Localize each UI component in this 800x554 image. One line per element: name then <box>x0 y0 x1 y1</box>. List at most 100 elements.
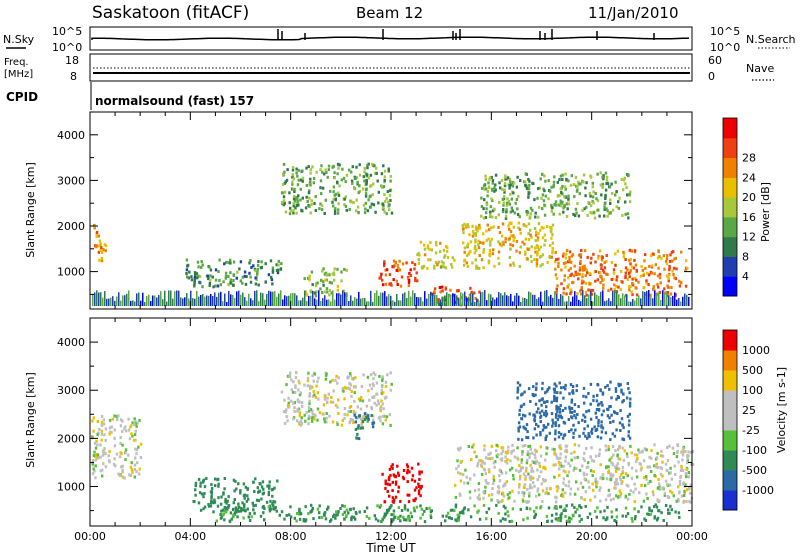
data-cell <box>434 251 438 255</box>
data-cell <box>618 444 621 448</box>
data-cell <box>380 185 384 189</box>
data-cell <box>473 504 476 508</box>
data-cell <box>468 251 471 255</box>
data-cell <box>578 253 581 257</box>
data-cell <box>515 249 518 253</box>
data-cell <box>211 275 214 279</box>
data-cell <box>483 187 486 191</box>
near-range-cell <box>216 296 218 306</box>
near-range-cell <box>336 293 338 306</box>
data-cell <box>572 391 575 395</box>
data-cell <box>305 411 308 415</box>
data-cell <box>535 264 539 268</box>
data-cell <box>517 226 520 230</box>
data-cell <box>360 421 363 425</box>
data-cell <box>479 241 482 244</box>
data-cell <box>538 247 541 251</box>
data-cell <box>516 388 520 392</box>
data-cell <box>625 396 629 400</box>
data-cell <box>525 423 529 427</box>
data-cell <box>581 279 584 283</box>
data-cell <box>546 520 549 523</box>
near-range-cell <box>158 295 160 306</box>
data-cell <box>96 453 100 457</box>
data-cell <box>652 505 656 509</box>
data-cell <box>367 176 371 180</box>
data-cell <box>429 258 432 262</box>
data-cell <box>621 480 624 484</box>
near-range-cell <box>148 294 150 306</box>
data-cell <box>610 182 613 186</box>
data-cell <box>282 172 285 176</box>
data-cell <box>510 221 513 225</box>
data-cell <box>533 427 537 431</box>
data-cell <box>648 506 651 510</box>
data-cell <box>610 515 614 519</box>
data-cell <box>353 413 356 417</box>
data-cell <box>537 187 540 191</box>
data-cell <box>663 287 666 291</box>
data-cell <box>367 198 370 202</box>
data-cell <box>659 281 662 285</box>
data-cell <box>302 518 306 521</box>
data-cell <box>299 391 302 395</box>
data-cell <box>485 187 488 191</box>
near-range-cell <box>308 296 310 306</box>
data-cell <box>657 249 660 253</box>
data-cell <box>348 208 351 211</box>
data-cell <box>499 519 502 523</box>
data-cell <box>263 518 266 522</box>
data-cell <box>207 277 210 280</box>
data-cell <box>524 172 527 176</box>
data-cell <box>583 420 587 423</box>
data-cell <box>549 189 552 193</box>
data-cell <box>119 424 123 428</box>
data-cell <box>635 278 638 282</box>
data-cell <box>236 515 239 519</box>
data-cell <box>386 490 389 493</box>
data-cell <box>523 390 526 394</box>
data-cell <box>336 162 340 166</box>
near-range-cell <box>306 300 308 306</box>
data-cell <box>604 197 607 200</box>
data-cell <box>589 204 593 208</box>
near-range-cell <box>134 301 136 306</box>
cpid-text: normalsound (fast) 157 <box>95 94 254 108</box>
near-range-cell <box>414 293 416 306</box>
data-cell <box>193 279 196 283</box>
data-cell <box>596 435 600 439</box>
near-range-cell <box>198 296 200 306</box>
near-range-cell <box>582 290 584 306</box>
data-cell <box>493 264 496 268</box>
data-cell <box>513 211 517 215</box>
data-cell <box>349 373 352 377</box>
data-cell <box>614 486 617 490</box>
data-cell <box>487 452 490 456</box>
data-cell <box>647 283 650 287</box>
near-range-cell <box>540 291 542 306</box>
data-cell <box>350 200 353 204</box>
data-cell <box>580 288 583 292</box>
data-cell <box>570 290 573 294</box>
data-cell <box>567 283 570 287</box>
data-cell <box>524 237 527 241</box>
data-cell <box>280 262 283 266</box>
data-cell <box>608 458 611 462</box>
data-cell <box>280 510 284 514</box>
data-cell <box>388 193 392 197</box>
data-cell <box>246 507 249 511</box>
near-range-cell <box>320 301 322 306</box>
data-cell <box>121 419 124 423</box>
data-cell <box>474 240 477 244</box>
data-cell <box>553 447 556 451</box>
data-cell <box>474 238 477 242</box>
data-cell <box>604 498 608 502</box>
data-cell <box>562 477 565 481</box>
data-cell <box>454 503 458 507</box>
near-range-cell <box>210 294 212 306</box>
data-cell <box>366 209 370 213</box>
data-cell <box>316 281 319 285</box>
data-cell <box>266 484 269 488</box>
data-cell <box>399 514 402 518</box>
data-cell <box>243 504 246 508</box>
